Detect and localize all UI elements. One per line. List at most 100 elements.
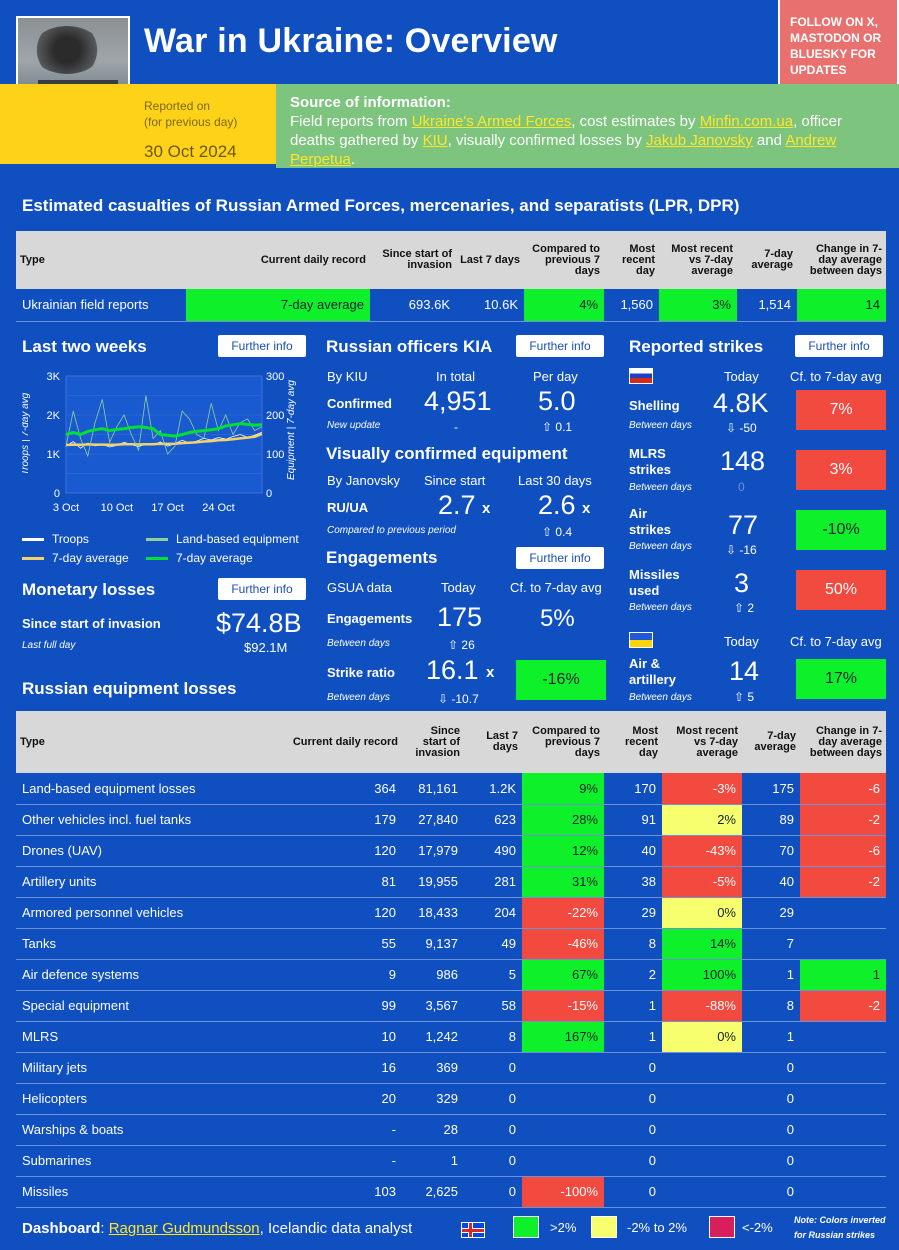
eq-col-compared[interactable]: Compared to previous 7 days	[522, 711, 604, 773]
col-change[interactable]: Change in 7-day average between days	[797, 231, 886, 289]
table-cell	[522, 1052, 604, 1084]
header: War in Ukraine: Overview FOLLOW ON X, MA…	[0, 0, 899, 176]
eq-col-change[interactable]: Change in 7-day average between days	[800, 711, 886, 773]
table-cell: -22%	[522, 897, 604, 929]
visual-last30-x: x	[582, 500, 591, 517]
table-cell: -3%	[662, 773, 742, 805]
table-row[interactable]: Tanks 55 9,137 49 -46% 8 14% 7	[16, 928, 886, 960]
col-compared[interactable]: Compared to previous 7 days	[524, 231, 604, 289]
table-cell: 14%	[662, 928, 742, 960]
strikes-info-button[interactable]: Further info	[795, 335, 883, 357]
officers-info-button[interactable]: Further info	[516, 335, 604, 357]
iceland-flag-icon	[461, 1222, 485, 1238]
table-cell: Tanks	[16, 928, 274, 960]
visual-by: By Janovsky	[327, 473, 400, 488]
strike-airart-value: 14	[729, 656, 760, 686]
link-janovsky[interactable]: Jakub Janovsky	[646, 132, 753, 149]
table-cell: 40	[604, 835, 662, 867]
table-cell: 0	[742, 1145, 800, 1177]
table-cell: 3,567	[402, 990, 464, 1022]
table-cell: 8	[604, 928, 662, 960]
visual-title: Visually confirmed equipment	[326, 444, 568, 463]
eq-col-last7[interactable]: Last 7 days	[464, 711, 522, 773]
table-cell: 91	[604, 804, 662, 836]
officers-col-total: In total	[436, 369, 476, 384]
visual-since: 2.7	[438, 490, 476, 520]
y-left-tick: 3K	[47, 371, 61, 383]
table-cell: 20	[274, 1083, 402, 1115]
eq-col-recent-vs[interactable]: Most recent vs 7-day average	[662, 711, 742, 773]
col-since[interactable]: Since start of invasion	[370, 231, 456, 289]
col-recent[interactable]: Most recent day	[604, 231, 659, 289]
table-cell: 55	[274, 928, 402, 960]
strike-air-value: 77	[728, 510, 759, 540]
table-cell: 623	[464, 804, 522, 836]
col-type[interactable]: Type	[16, 231, 186, 289]
eq-col-record[interactable]: Current daily record	[274, 711, 402, 773]
table-row[interactable]: MLRS 10 1,242 8 167% 1 0% 1	[16, 1021, 886, 1053]
link-perpetua[interactable]: Andrew Perpetua	[290, 132, 837, 168]
table-row[interactable]: Artillery units 81 19,955 281 31% 38 -5% 40 -2	[16, 866, 886, 898]
table-cell: MLRS	[16, 1021, 274, 1053]
table-cell: Military jets	[16, 1052, 274, 1084]
table-cell: 81,161	[402, 773, 464, 805]
table-row[interactable]: Military jets 16 369 0 0 0	[16, 1052, 886, 1084]
table-cell: 49	[464, 928, 522, 960]
engagements-row2-delta: ⇩ -10.7	[438, 692, 479, 706]
eq-col-type[interactable]: Type	[16, 711, 274, 773]
strike-shelling-delta: ⇩ -50	[726, 421, 757, 435]
casualties-title: Estimated casualties of Russian Armed Fo…	[22, 196, 740, 215]
table-cell: Armored personnel vehicles	[16, 897, 274, 929]
table-row[interactable]: Ukrainian field reports 7-day average 69…	[16, 289, 886, 322]
link-minfin[interactable]: Minfin.com.ua	[699, 113, 794, 130]
two-weeks-info-button[interactable]: Further info	[218, 335, 306, 357]
strike-shelling-label: Shelling	[629, 398, 680, 413]
source-heading: Source of information:	[290, 94, 451, 111]
table-row[interactable]: Missiles 103 2,625 0 -100% 0 0	[16, 1176, 886, 1208]
col-recent-vs[interactable]: Most recent vs 7-day average	[659, 231, 737, 289]
strikes-title: Reported strikes	[629, 337, 764, 356]
follow-banner[interactable]: FOLLOW ON X, MASTODON OR BLUESKY FOR UPD…	[778, 0, 899, 92]
eq-col-since[interactable]: Since start of invasion	[402, 711, 464, 773]
table-row[interactable]: Land-based equipment losses 364 81,161 1.2K…	[16, 773, 886, 805]
table-row[interactable]: Submarines -1 0 0 0	[16, 1145, 886, 1177]
link-kiu[interactable]: KIU	[422, 132, 448, 149]
table-cell: 120	[274, 835, 402, 867]
table-cell: 58	[464, 990, 522, 1022]
table-cell: 364	[274, 773, 402, 805]
eq-col-7day[interactable]: 7-day average	[742, 711, 800, 773]
table-row[interactable]: Special equipment 99 3,567 58 -15% 1 -88% 8 -2	[16, 990, 886, 1022]
author-link[interactable]: Ragnar Gudmundsson	[108, 1220, 260, 1237]
x-tick: 17 Oct	[151, 502, 183, 514]
table-row[interactable]: Warships & boats -28 0 0 0	[16, 1114, 886, 1146]
table-cell	[800, 1145, 886, 1177]
table-row[interactable]: Other vehicles incl. fuel tanks 179 27,840…	[16, 804, 886, 836]
col-7day[interactable]: 7-day average	[737, 231, 797, 289]
table-cell: Artillery units	[16, 866, 274, 898]
table-row[interactable]: Drones (UAV) 120 17,979 490 12% 40 -43% 70 -6	[16, 835, 886, 867]
equipment-title: Russian equipment losses	[22, 679, 237, 698]
strike-air-cf: -10%	[796, 510, 886, 550]
monetary-value: $74.8B	[216, 608, 302, 638]
link-armed-forces[interactable]: Ukraine's Armed Forces	[411, 113, 572, 130]
visual-since-x: x	[482, 500, 491, 517]
col-last7[interactable]: Last 7 days	[456, 231, 524, 289]
table-cell: 99	[274, 990, 402, 1022]
table-cell: -	[274, 1145, 402, 1177]
table-cell	[800, 1114, 886, 1146]
table-cell: 0	[742, 1114, 800, 1146]
engagements-title: Engagements	[326, 548, 438, 567]
legend-green-label: >2%	[550, 1220, 577, 1235]
y-left-tick: 2K	[47, 410, 61, 422]
table-cell: 0	[604, 1176, 662, 1208]
engagements-info-button[interactable]: Further info	[516, 547, 604, 569]
table-row[interactable]: Air defence systems 9 986 5 67% 2 100% 1 1	[16, 959, 886, 991]
col-record[interactable]: Current daily record	[186, 231, 370, 289]
engagements-row2-x: x	[486, 664, 495, 681]
eq-col-recent[interactable]: Most recent day	[604, 711, 662, 773]
monetary-info-button[interactable]: Further info	[218, 578, 306, 600]
table-row[interactable]: Helicopters 20 329 0 0 0	[16, 1083, 886, 1115]
table-row[interactable]: Armored personnel vehicles 120 18,433 204 -2…	[16, 897, 886, 929]
x-tick: 10 Oct	[101, 502, 133, 514]
two-weeks-chart: 3K 2K 1K 0 300 200 100 0 3 Oct 10 Oct 17 Oct 24 Oct…	[22, 371, 297, 514]
